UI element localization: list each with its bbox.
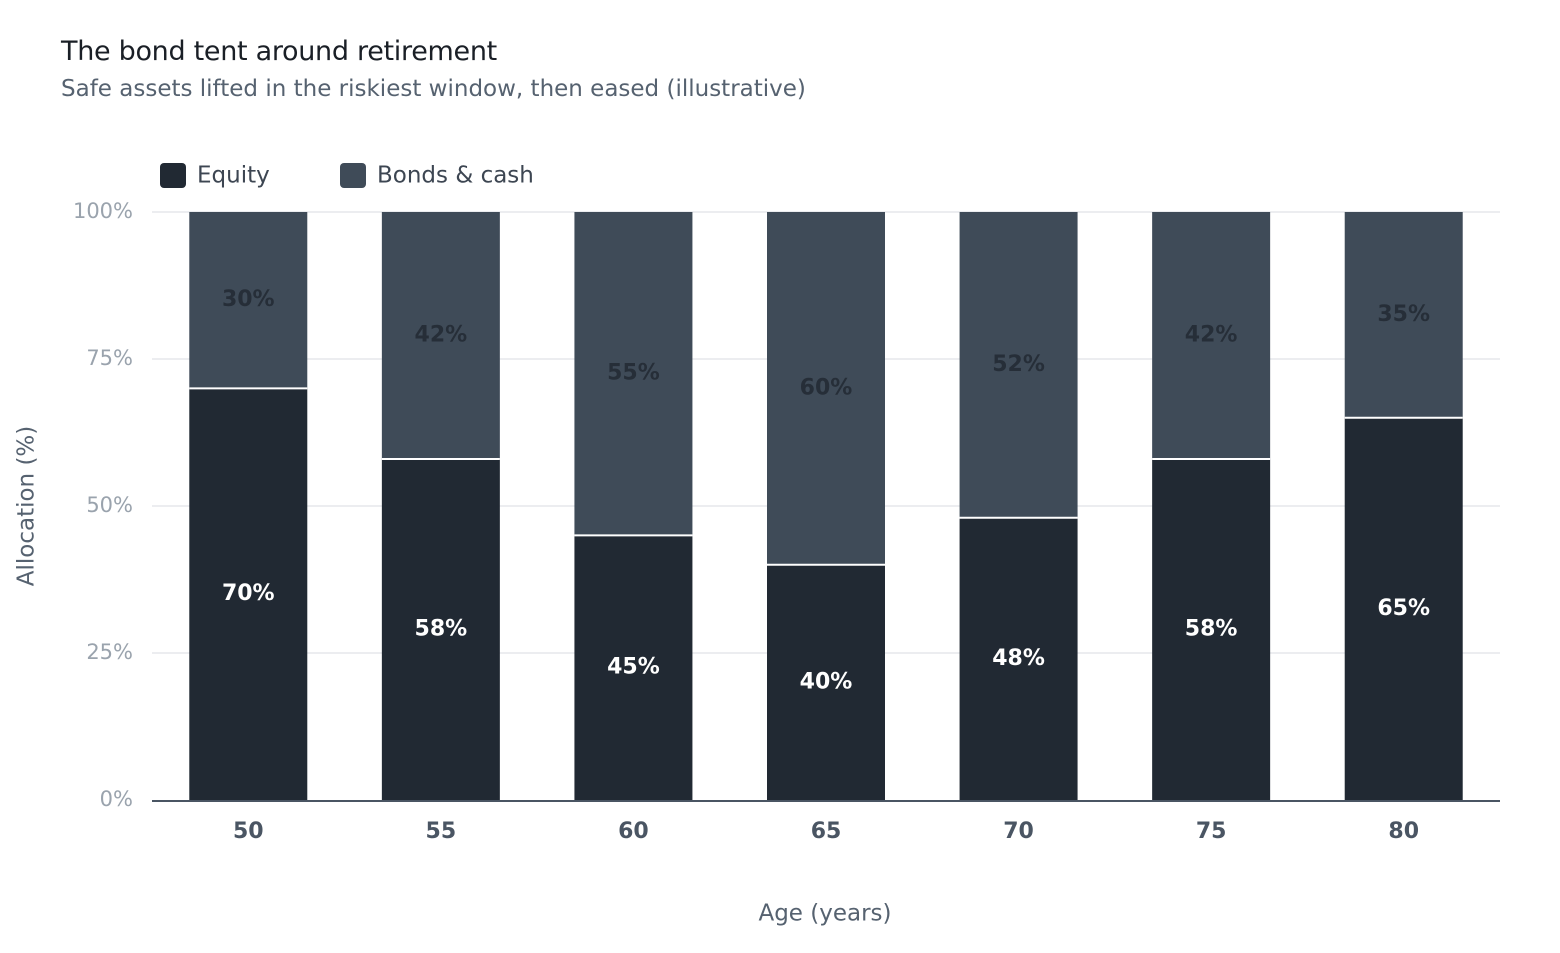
chart-title: The bond tent around retirement <box>61 36 497 67</box>
x-tick-label: 60 <box>618 819 649 844</box>
bar-bonds <box>767 212 885 565</box>
legend-swatch <box>160 163 186 188</box>
data-label-bonds: 52% <box>992 352 1045 377</box>
y-tick-label: 75% <box>86 346 133 370</box>
bar-equity <box>959 517 1078 800</box>
data-label-bonds: 30% <box>222 287 275 312</box>
data-label-bonds: 42% <box>1185 322 1238 347</box>
legend-swatch <box>340 163 366 188</box>
x-tick-label: 70 <box>1003 819 1034 844</box>
bar-bonds <box>1152 212 1271 459</box>
legend-label: Bonds & cash <box>377 163 534 189</box>
chart-subtitle: Safe assets lifted in the riskiest windo… <box>61 76 806 102</box>
x-tick-label: 50 <box>233 819 264 844</box>
data-label-equity: 45% <box>607 655 660 680</box>
y-tick-label: 100% <box>73 199 133 223</box>
bar-bonds <box>189 212 308 389</box>
x-axis-title: Age (years) <box>758 901 891 927</box>
bar-bonds <box>381 212 500 459</box>
x-tick-label: 75 <box>1196 819 1227 844</box>
bar-equity <box>574 535 693 800</box>
data-label-equity: 58% <box>1185 616 1238 641</box>
data-label-bonds: 60% <box>800 375 853 400</box>
bar-equity <box>189 388 308 800</box>
bar-equity <box>1152 458 1271 800</box>
y-tick-label: 50% <box>86 493 133 517</box>
x-tick-label: 80 <box>1388 819 1419 844</box>
data-label-equity: 70% <box>222 581 275 606</box>
y-axis-title: Allocation (%) <box>14 426 40 587</box>
y-tick-label: 0% <box>100 787 133 811</box>
bar-equity <box>1344 417 1463 800</box>
data-label-equity: 58% <box>415 616 468 641</box>
bar-equity <box>381 458 500 800</box>
data-label-equity: 40% <box>800 669 853 694</box>
data-label-bonds: 35% <box>1377 302 1430 327</box>
data-label-equity: 65% <box>1377 596 1430 621</box>
x-tick-label: 55 <box>426 819 457 844</box>
data-label-equity: 48% <box>992 646 1045 671</box>
bar-bonds <box>574 212 693 536</box>
bar-bonds <box>1344 212 1463 418</box>
bar-bonds <box>959 212 1078 518</box>
x-tick-label: 65 <box>811 819 842 844</box>
y-tick-label: 25% <box>86 640 133 664</box>
legend-label: Equity <box>197 163 270 189</box>
data-label-bonds: 42% <box>415 322 468 347</box>
bar-equity <box>767 564 885 800</box>
data-label-bonds: 55% <box>607 361 660 386</box>
